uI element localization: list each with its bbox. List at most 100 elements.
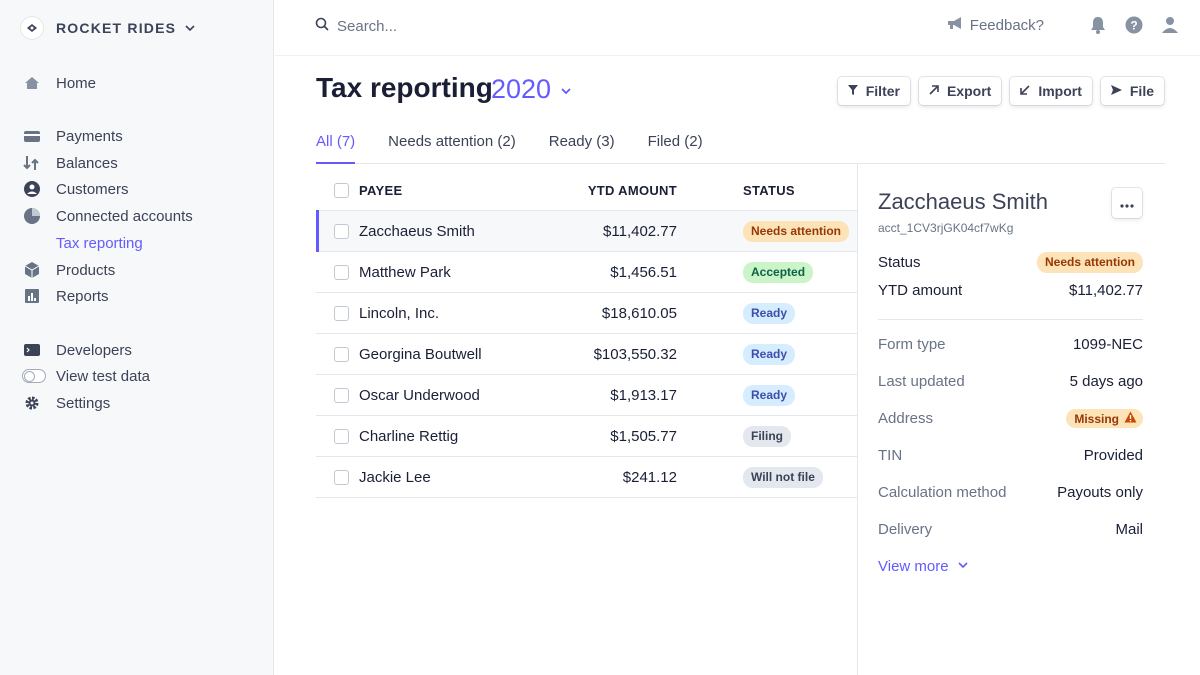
megaphone-icon bbox=[946, 16, 970, 34]
user-icon[interactable] bbox=[1160, 15, 1180, 35]
sidebar-item-label: Home bbox=[56, 74, 97, 92]
detail-value: 1099-NEC bbox=[1072, 336, 1143, 353]
payee-name: Matthew Park bbox=[359, 263, 451, 281]
help-icon[interactable]: ? bbox=[1124, 15, 1144, 35]
detail-value: Provided bbox=[1083, 447, 1143, 464]
ytd-amount: $1,505.77 bbox=[610, 427, 677, 445]
search-placeholder: Search... bbox=[337, 17, 398, 35]
ytd-amount: $1,456.51 bbox=[610, 263, 677, 281]
table-row[interactable]: Matthew Park $1,456.51 Accepted bbox=[316, 252, 857, 293]
feedback-button[interactable]: Feedback? bbox=[946, 16, 1044, 34]
status-badge: Will not file bbox=[743, 466, 823, 488]
column-header-payee[interactable]: PAYEE bbox=[359, 182, 403, 198]
header-actions: Filter Export Import File bbox=[829, 77, 1164, 105]
sidebar-item-label: Payments bbox=[56, 127, 123, 145]
ytd-amount: $1,913.17 bbox=[610, 386, 677, 404]
sidebar-item-label: Products bbox=[56, 261, 116, 279]
sidebar-item-developers[interactable]: Developers bbox=[22, 339, 132, 361]
tab-needs-attention[interactable]: Needs attention (2) bbox=[388, 133, 516, 150]
view-more-label: View more bbox=[878, 558, 949, 575]
table-row[interactable]: Charline Rettig $1,505.77 Filing bbox=[316, 416, 857, 457]
sidebar-item-connected-accounts[interactable]: Connected accounts bbox=[22, 205, 193, 227]
detail-value: 5 days ago bbox=[1069, 373, 1143, 390]
chevron-down-icon bbox=[949, 558, 969, 575]
tab-filed[interactable]: Filed (2) bbox=[647, 133, 703, 150]
sidebar-item-label: Developers bbox=[56, 341, 132, 359]
detail-label: TIN bbox=[878, 447, 903, 464]
chevron-down-icon bbox=[184, 22, 196, 34]
sidebar-item-label: Reports bbox=[56, 287, 109, 305]
row-checkbox[interactable] bbox=[334, 264, 349, 280]
sidebar-item-tax-reporting[interactable]: Tax reporting bbox=[56, 232, 143, 254]
detail-field-last-updated: Last updated 5 days ago bbox=[878, 373, 1143, 390]
sidebar-item-label: Tax reporting bbox=[56, 234, 143, 252]
bell-icon[interactable] bbox=[1088, 15, 1108, 35]
home-icon bbox=[22, 73, 42, 93]
row-checkbox[interactable] bbox=[334, 469, 349, 485]
account-name: ROCKET RIDES bbox=[56, 20, 177, 36]
sidebar-item-settings[interactable]: Settings bbox=[22, 392, 110, 414]
sidebar-item-products[interactable]: Products bbox=[22, 259, 115, 281]
detail-label: Status bbox=[878, 254, 921, 271]
gear-icon bbox=[22, 393, 42, 413]
view-more-link[interactable]: View more bbox=[878, 558, 969, 575]
payee-table: PAYEE YTD AMOUNT STATUS Zacchaeus Smith … bbox=[316, 170, 857, 498]
row-checkbox[interactable] bbox=[334, 223, 349, 239]
payee-name: Zacchaeus Smith bbox=[359, 222, 475, 240]
feedback-label: Feedback? bbox=[969, 16, 1044, 34]
sidebar-item-customers[interactable]: Customers bbox=[22, 178, 129, 200]
sidebar-item-balances[interactable]: Balances bbox=[22, 152, 118, 174]
table-row[interactable]: Jackie Lee $241.12 Will not file bbox=[316, 457, 857, 498]
export-button[interactable]: Export bbox=[918, 77, 1002, 105]
table-row[interactable]: Oscar Underwood $1,913.17 Ready bbox=[316, 375, 857, 416]
select-all-checkbox[interactable] bbox=[334, 182, 349, 198]
warning-icon bbox=[1119, 411, 1137, 426]
sidebar-item-view-test-data[interactable]: View test data bbox=[22, 365, 150, 387]
chevron-down-icon bbox=[551, 74, 573, 105]
row-checkbox[interactable] bbox=[334, 346, 349, 362]
sidebar-item-home[interactable]: Home bbox=[22, 72, 96, 94]
account-switcher[interactable]: ROCKET RIDES bbox=[20, 16, 196, 40]
test-data-toggle[interactable] bbox=[22, 369, 46, 383]
detail-status-row: Status Needs attention bbox=[878, 252, 1143, 273]
detail-label: Address bbox=[878, 410, 934, 427]
table-row[interactable]: Zacchaeus Smith $11,402.77 Needs attenti… bbox=[316, 210, 857, 252]
sidebar-item-label: Customers bbox=[56, 180, 129, 198]
import-label: Import bbox=[1038, 83, 1082, 99]
sidebar: ROCKET RIDES Home Payments Balances Cust… bbox=[0, 0, 274, 675]
column-header-status[interactable]: STATUS bbox=[743, 182, 795, 198]
status-badge: Ready bbox=[743, 302, 796, 324]
payee-detail-panel: Zacchaeus Smith acct_1CV3rjGK04cf7wKg St… bbox=[857, 164, 1200, 675]
import-button[interactable]: Import bbox=[1010, 77, 1092, 105]
missing-label: Missing bbox=[1074, 411, 1119, 426]
table-row[interactable]: Lincoln, Inc. $18,610.05 Ready bbox=[316, 293, 857, 334]
status-badge: Needs attention bbox=[743, 220, 850, 242]
payee-name: Jackie Lee bbox=[359, 468, 431, 486]
column-header-ytd-amount[interactable]: YTD AMOUNT bbox=[587, 182, 677, 198]
more-actions-button[interactable] bbox=[1112, 188, 1142, 218]
status-badge: Ready bbox=[743, 384, 796, 406]
detail-ytd-row: YTD amount $11,402.77 bbox=[878, 282, 1143, 299]
row-checkbox[interactable] bbox=[334, 305, 349, 321]
detail-label: YTD amount bbox=[878, 282, 963, 299]
filter-button[interactable]: Filter bbox=[837, 77, 910, 105]
year-select[interactable]: 2020 bbox=[491, 74, 573, 105]
balances-icon bbox=[22, 153, 42, 173]
divider bbox=[878, 319, 1143, 320]
table-header: PAYEE YTD AMOUNT STATUS bbox=[316, 170, 857, 211]
status-badge: Ready bbox=[743, 343, 796, 365]
row-checkbox[interactable] bbox=[334, 428, 349, 444]
file-button[interactable]: File bbox=[1100, 77, 1164, 105]
search-input[interactable]: Search... bbox=[315, 17, 397, 35]
sidebar-item-reports[interactable]: Reports bbox=[22, 285, 109, 307]
sidebar-item-payments[interactable]: Payments bbox=[22, 125, 123, 147]
arrow-up-right-icon bbox=[928, 83, 947, 99]
payee-name: Lincoln, Inc. bbox=[359, 304, 440, 322]
detail-field-delivery: Delivery Mail bbox=[878, 521, 1143, 538]
tab-ready[interactable]: Ready (3) bbox=[548, 133, 615, 150]
table-row[interactable]: Georgina Boutwell $103,550.32 Ready bbox=[316, 334, 857, 375]
tab-all[interactable]: All (7) bbox=[316, 133, 356, 164]
row-checkbox[interactable] bbox=[334, 387, 349, 403]
sidebar-item-label: Settings bbox=[56, 394, 111, 412]
customers-icon bbox=[22, 179, 42, 199]
